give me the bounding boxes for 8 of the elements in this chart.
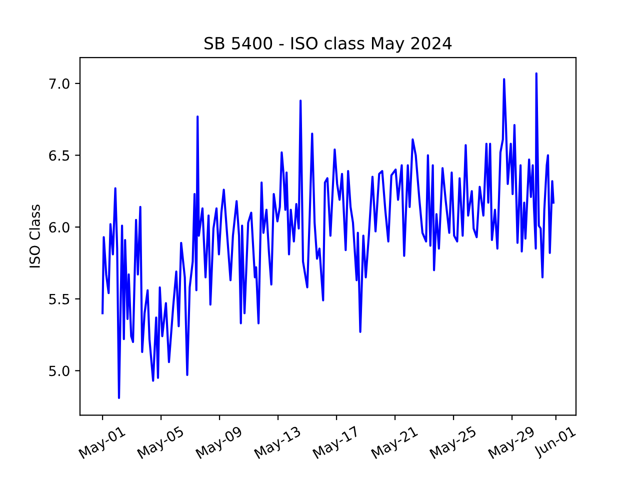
y-tick-label: 6.0 (49, 222, 70, 233)
line-series (102, 72, 554, 400)
y-tick-label: 5.5 (49, 294, 70, 304)
y-axis-title: ISO Class (29, 204, 40, 268)
y-tick-label: 5.0 (49, 366, 70, 376)
chart-title: SB 5400 - ISO class May 2024 (204, 36, 452, 53)
y-tick-label: 7.0 (49, 78, 70, 89)
y-tick-label: 6.5 (49, 150, 70, 161)
